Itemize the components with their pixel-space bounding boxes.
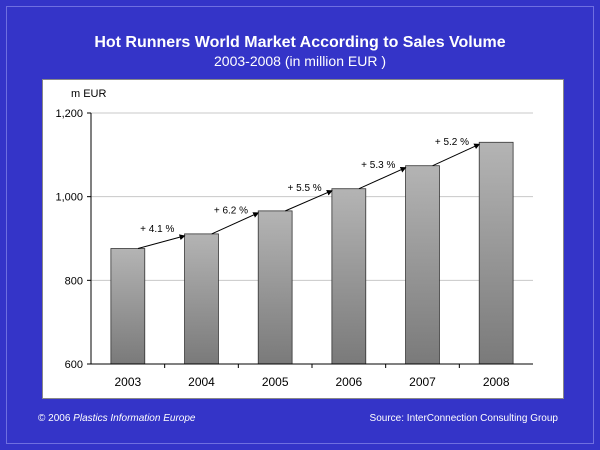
- growth-arrow: [285, 189, 333, 212]
- chart-panel: m EUR 600 800 1,000 1,200 2003 2004 2005 2006 2…: [42, 79, 564, 399]
- x-tick-label: 2008: [483, 375, 510, 389]
- copyright-text: © 2006: [38, 413, 74, 424]
- y-tick-label: 1,000: [55, 192, 83, 204]
- growth-arrow: [137, 234, 186, 250]
- growth-arrow: [358, 167, 407, 190]
- x-tick-label: 2004: [188, 375, 215, 389]
- bar-2007: [405, 165, 440, 365]
- x-tick-label: 2006: [335, 375, 362, 389]
- copyright-footer: © 2006 Plastics Information Europe: [38, 413, 195, 424]
- x-tick-label: 2003: [114, 375, 141, 389]
- bar-2006: [331, 188, 367, 365]
- growth-arrow: [432, 143, 481, 167]
- x-tick-label: 2007: [409, 375, 436, 389]
- chart-title: Hot Runners World Market According to Sa…: [94, 34, 506, 51]
- growth-label: + 6.2 %: [214, 205, 248, 216]
- chart-subtitle: 2003-2008 (in million EUR ): [214, 53, 386, 69]
- bar-chart: m EUR 600 800 1,000 1,200 2003 2004 2005 2006 2…: [55, 88, 533, 389]
- bar-2004: [184, 233, 219, 365]
- growth-label: + 5.3 %: [361, 160, 395, 171]
- growth-label: + 5.2 %: [435, 137, 469, 148]
- slide-frame: [6, 6, 594, 444]
- y-tick-label: 800: [65, 275, 83, 287]
- y-axis-label: m EUR: [71, 88, 107, 100]
- growth-arrow: [211, 212, 260, 235]
- y-tick-label: 1,200: [55, 108, 83, 120]
- growth-label: + 4.1 %: [140, 224, 174, 235]
- source-footer: Source: InterConnection Consulting Group: [369, 413, 558, 424]
- bar-2003: [110, 248, 146, 365]
- bar-2008: [478, 141, 514, 365]
- publisher-name: Plastics Information Europe: [73, 413, 196, 424]
- bar-2005: [257, 210, 293, 365]
- y-tick-label: 600: [65, 359, 83, 371]
- x-tick-label: 2005: [262, 375, 289, 389]
- growth-label: + 5.5 %: [288, 183, 322, 194]
